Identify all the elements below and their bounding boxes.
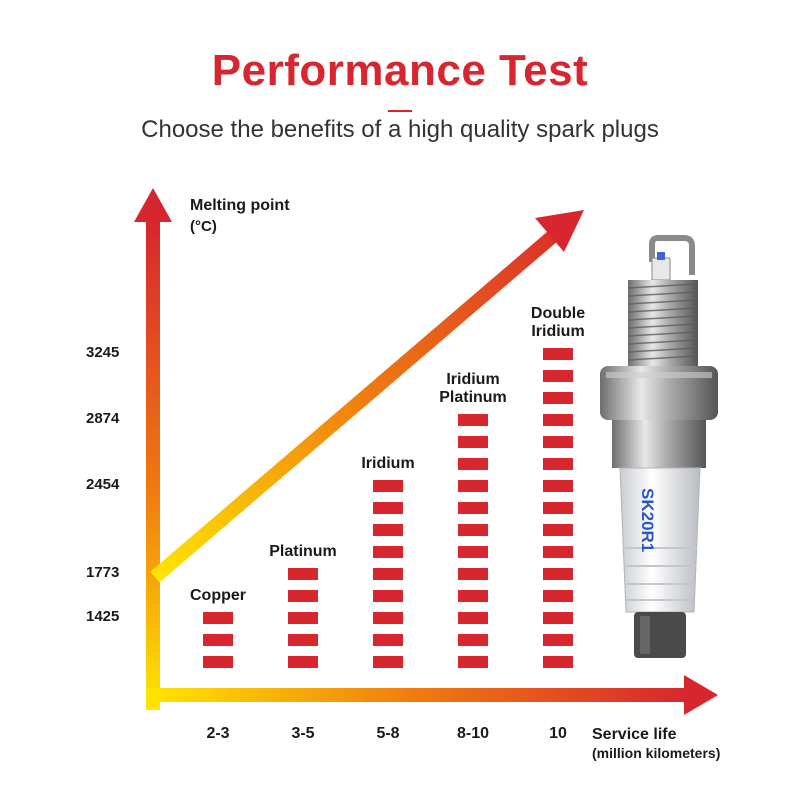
bar-segment [373, 524, 403, 536]
bar-segment [203, 634, 233, 646]
bar-segment [458, 480, 488, 492]
y-tick-label: 1773 [86, 564, 119, 581]
bar-copper [203, 612, 233, 668]
category-label: Iridium [531, 323, 584, 340]
bar-segment [373, 590, 403, 602]
bar-segment [458, 414, 488, 426]
bar-segment [543, 524, 573, 536]
bar-segment [458, 546, 488, 558]
bar-segment [458, 634, 488, 646]
bar-segment [543, 458, 573, 470]
bar-segment [373, 612, 403, 624]
bar-segment [203, 612, 233, 624]
bar-segment [543, 590, 573, 602]
bar-segment [458, 458, 488, 470]
bar-segment [373, 568, 403, 580]
spark-plug-icon: SK20R1 [600, 235, 718, 658]
category-label: Iridium [361, 455, 414, 472]
bar-segment [288, 590, 318, 602]
title-underline [388, 110, 412, 112]
bar-segment [458, 590, 488, 602]
x-axis-arrow-icon [684, 675, 718, 715]
x-axis-unit: (million kilometers) [592, 745, 720, 761]
bar-segment [203, 656, 233, 668]
bar-segment [543, 546, 573, 558]
bar-segment [543, 436, 573, 448]
y-axis-unit: (°C) [190, 218, 217, 235]
x-tick-label: 3-5 [291, 725, 314, 742]
bar-segment [543, 502, 573, 514]
page-title: Performance Test [211, 46, 589, 95]
bar-segment [543, 612, 573, 624]
x-tick-label: 10 [549, 725, 567, 742]
x-axis [146, 675, 718, 715]
category-label: Platinum [269, 543, 337, 560]
bar-segment [543, 634, 573, 646]
trend-arrow-head-icon [535, 210, 584, 252]
bar-segment [288, 568, 318, 580]
bar-segment [458, 436, 488, 448]
y-tick-label: 3245 [86, 344, 119, 361]
bar-segment [458, 524, 488, 536]
y-tick-label: 2454 [86, 476, 120, 493]
trend-arrow [150, 210, 584, 583]
x-tick-label: 8-10 [457, 725, 489, 742]
category-label: Iridium [446, 371, 499, 388]
bar-segment [288, 656, 318, 668]
bar-iridium [373, 480, 403, 668]
category-label: Copper [190, 587, 246, 604]
y-tick-label: 1425 [86, 608, 119, 625]
bar-double-iridium [543, 348, 573, 668]
bar-segment [288, 612, 318, 624]
bar-segment [458, 568, 488, 580]
bar-segment [288, 634, 318, 646]
bar-segment [373, 502, 403, 514]
x-tick-label: 2-3 [206, 725, 229, 742]
bar-segment [373, 656, 403, 668]
bar-segment [543, 392, 573, 404]
y-axis [134, 188, 172, 710]
category-label: Platinum [439, 389, 507, 406]
bar-segment [373, 546, 403, 558]
bar-platinum [288, 568, 318, 668]
y-axis-label: Melting point [190, 197, 290, 214]
bar-segment [458, 612, 488, 624]
y-tick-label: 2874 [86, 410, 120, 427]
bar-segment [543, 656, 573, 668]
bar-segment [458, 502, 488, 514]
x-tick-label: 5-8 [376, 725, 399, 742]
bar-segment [543, 568, 573, 580]
bar-iridium-platinum [458, 414, 488, 668]
y-axis-arrow-icon [134, 188, 172, 222]
spark-plug-marking: SK20R1 [638, 488, 657, 552]
x-axis-label: Service life [592, 726, 677, 743]
bar-segment [543, 414, 573, 426]
page-subtitle: Choose the benefits of a high quality sp… [141, 116, 659, 143]
category-label: Double [531, 305, 585, 322]
bar-segment [373, 634, 403, 646]
bar-segment [458, 656, 488, 668]
bar-segment [373, 480, 403, 492]
bar-segment [543, 348, 573, 360]
bar-segment [543, 370, 573, 382]
bar-segment [543, 480, 573, 492]
